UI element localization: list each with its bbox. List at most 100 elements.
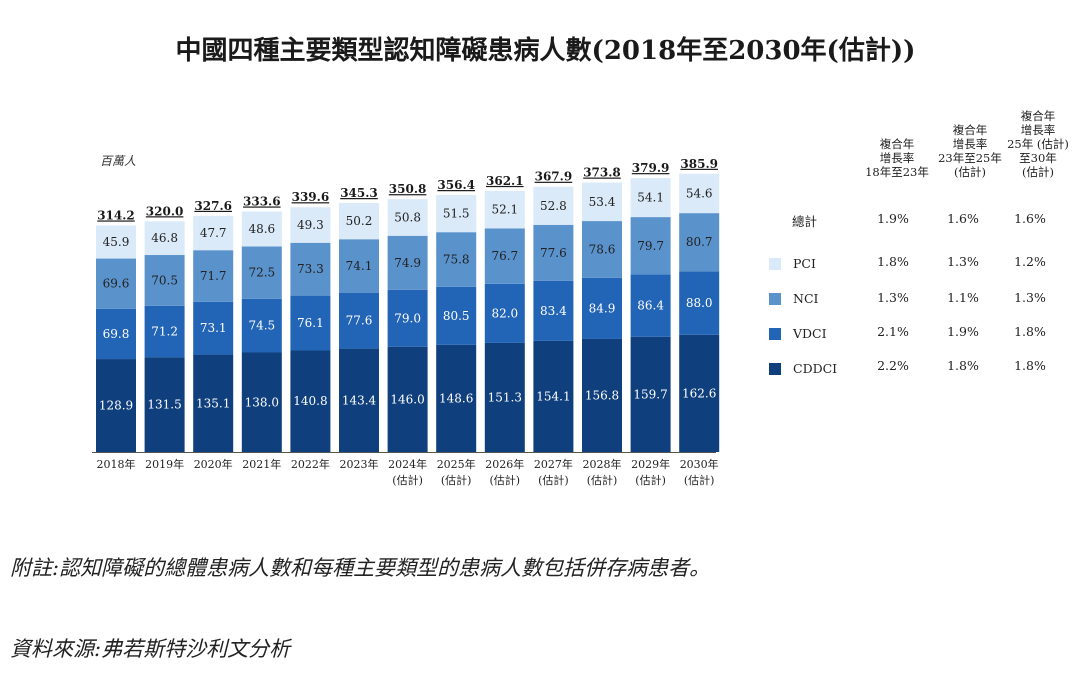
- cagr-value: 1.3%: [1014, 290, 1046, 305]
- x-tick-label: 2021年: [242, 457, 281, 471]
- x-tick-label: 2028年: [583, 457, 622, 471]
- data-label-vdci: 71.2: [151, 325, 178, 339]
- bar-segment-cddci: [339, 348, 379, 452]
- total-label: 327.6: [194, 199, 232, 213]
- cagr-header-3: 複合年 增長率 25年 (估計) 至30年 (估計): [998, 109, 1078, 179]
- data-label-pci: 49.3: [297, 218, 324, 232]
- total-label: 314.2: [97, 208, 135, 222]
- legend-label-cddci: CDDCI: [793, 361, 838, 376]
- bar-segment-nci: [582, 221, 622, 278]
- data-label-pci: 50.2: [346, 214, 373, 228]
- cagr-value: 1.6%: [1014, 211, 1046, 226]
- cagr-value: 1.8%: [1014, 324, 1046, 339]
- bar-segment-pci: [630, 178, 671, 218]
- cagr-value: 1.1%: [947, 290, 979, 305]
- legend-label-vdci: VDCI: [793, 326, 827, 341]
- bar-segment-nci: [679, 213, 720, 272]
- chart-title: 中國四種主要類型認知障礙患病人數(2018年至2030年(估計)): [175, 36, 916, 66]
- data-label-vdci: 82.0: [491, 306, 518, 320]
- data-label-nci: 78.6: [589, 242, 616, 256]
- bar-segment-vdci: [290, 295, 331, 351]
- x-tick-label: 2020年: [194, 457, 233, 471]
- x-tick-sublabel: (估計): [441, 473, 472, 487]
- bar-segment-pci: [679, 173, 720, 214]
- bar-segment-vdci: [582, 277, 622, 339]
- bar-segment-vdci: [387, 289, 428, 347]
- data-label-cddci: 140.8: [293, 394, 327, 408]
- data-label-vdci: 77.6: [346, 314, 373, 328]
- cagr-header-2-line: 複合年: [952, 123, 988, 137]
- bar-segment-cddci: [290, 350, 331, 452]
- bar-segment-nci: [533, 224, 574, 281]
- cagr-value: 1.8%: [877, 254, 909, 269]
- bar-segment-vdci: [193, 301, 234, 355]
- data-label-cddci: 128.9: [99, 399, 133, 413]
- bar-segment-vdci: [630, 274, 671, 337]
- bar-segment-cddci: [193, 354, 234, 452]
- bar-segment-cddci: [484, 342, 525, 452]
- bar-segment-nci: [193, 250, 234, 302]
- bar-segment-nci: [436, 232, 477, 287]
- data-label-cddci: 148.6: [439, 391, 473, 405]
- bar-segment-cddci: [533, 340, 574, 452]
- bar-segment-pci: [484, 190, 525, 229]
- cagr-header-2-line: 23年至25年: [938, 151, 1002, 165]
- legend-swatch-pci: [769, 258, 781, 270]
- footnote: 附註:認知障礙的總體患病人數和每種主要類型的患病人數包括併存病患者。: [10, 556, 711, 580]
- bar-segment-pci: [96, 225, 136, 259]
- total-label: 345.3: [340, 186, 378, 200]
- bar-segment-cddci: [144, 357, 185, 452]
- cagr-value: 1.8%: [1014, 358, 1046, 373]
- bar-segment-nci: [96, 258, 136, 309]
- bar-segment-pci: [436, 195, 477, 233]
- data-label-cddci: 146.0: [390, 392, 424, 406]
- data-label-cddci: 131.5: [147, 398, 181, 412]
- x-tick-label: 2027年: [534, 457, 573, 471]
- data-label-cddci: 151.3: [488, 390, 522, 404]
- cagr-header-3-line: 增長率: [1020, 123, 1056, 137]
- x-tick-label: 2026年: [485, 457, 524, 471]
- data-label-pci: 51.5: [443, 207, 470, 221]
- bar-segment-vdci: [96, 308, 136, 360]
- x-tick-sublabel: (估計): [490, 473, 521, 487]
- legend-swatch-nci: [769, 293, 781, 305]
- cagr-header-2-line: 增長率: [952, 137, 988, 151]
- data-label-nci: 79.7: [637, 239, 664, 253]
- legend-swatch-vdci: [769, 328, 781, 340]
- data-label-vdci: 83.4: [540, 304, 567, 318]
- bar-segment-vdci: [436, 286, 477, 345]
- unit-label: 百萬人: [100, 154, 137, 168]
- data-label-pci: 45.9: [103, 235, 130, 249]
- data-label-vdci: 76.1: [297, 316, 324, 330]
- data-label-pci: 50.8: [394, 210, 421, 224]
- x-tick-sublabel: (估計): [684, 473, 715, 487]
- data-label-pci: 47.7: [200, 226, 227, 240]
- x-tick-label: 2019年: [145, 457, 184, 471]
- cagr-header-3-line: 25年 (估計): [1007, 137, 1069, 151]
- data-label-vdci: 79.0: [394, 311, 421, 325]
- data-label-pci: 54.1: [637, 191, 664, 205]
- x-tick-sublabel: (估計): [587, 473, 618, 487]
- total-label: 320.0: [146, 204, 184, 218]
- cagr-header-3-line: (估計): [1022, 165, 1054, 179]
- cagr-header-3-line: 至30年: [1019, 151, 1057, 165]
- bar-segment-vdci: [679, 271, 720, 335]
- total-label: 367.9: [535, 170, 573, 184]
- data-label-vdci: 74.5: [248, 319, 275, 333]
- cagr-header-1-line: 複合年: [879, 137, 915, 151]
- data-label-nci: 75.8: [443, 252, 470, 266]
- data-label-vdci: 80.5: [443, 309, 470, 323]
- bar-segment-pci: [144, 221, 185, 256]
- data-label-vdci: 84.9: [589, 301, 616, 315]
- x-tick-label: 2029年: [631, 457, 670, 471]
- total-label: 379.9: [632, 161, 670, 175]
- x-tick-label: 2023年: [340, 457, 379, 471]
- cagr-row-label-total: 總計: [792, 214, 818, 229]
- bar-segment-pci: [290, 207, 331, 243]
- data-label-cddci: 159.7: [633, 387, 667, 401]
- bar-segment-nci: [241, 246, 282, 299]
- cagr-value: 1.8%: [947, 358, 979, 373]
- cagr-value: 1.9%: [877, 211, 909, 226]
- bar-segment-pci: [533, 186, 574, 225]
- bar-segment-nci: [339, 239, 379, 293]
